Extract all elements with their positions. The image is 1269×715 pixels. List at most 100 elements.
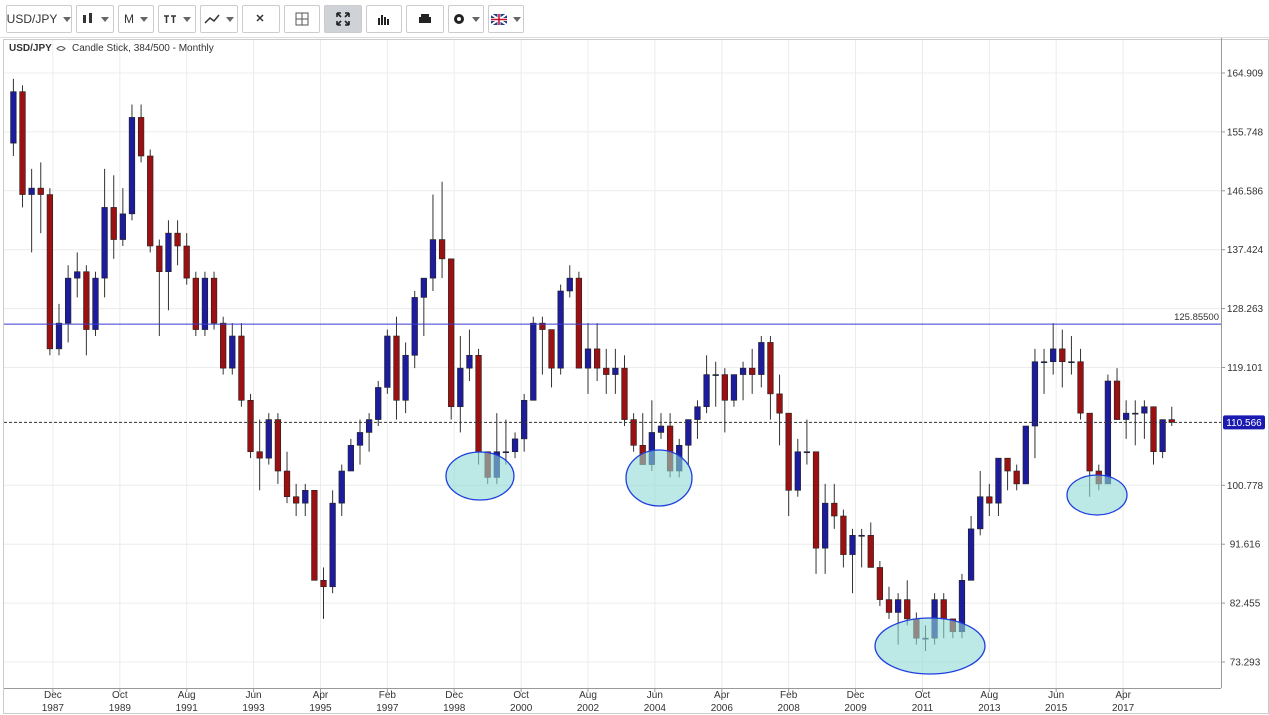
candle-body <box>530 322 537 401</box>
candle-body <box>365 419 373 433</box>
indicators-button[interactable] <box>158 5 196 33</box>
candle-body <box>694 406 701 420</box>
x-tick-label: 2006 <box>711 703 734 714</box>
candle-body <box>712 374 719 376</box>
toolbar: USD/JPY M <box>0 0 1269 38</box>
candle-body <box>1068 361 1075 364</box>
candle-body <box>548 329 555 369</box>
candle-body <box>630 419 637 446</box>
candle-body <box>1004 457 1011 472</box>
candle-body <box>1077 361 1084 414</box>
candle-body <box>867 535 874 568</box>
candle-body <box>283 470 291 498</box>
candle-body <box>831 502 838 517</box>
x-tick-label: Aug <box>178 690 196 701</box>
y-tick-label: 128.263 <box>1227 304 1264 315</box>
candle-body <box>749 367 756 375</box>
candle-body <box>347 444 354 472</box>
candle-body <box>37 187 44 195</box>
candle-body <box>46 194 54 350</box>
candle-body <box>55 322 63 350</box>
candle-body <box>1031 361 1039 427</box>
candle-body <box>894 599 902 613</box>
candle-body <box>466 354 473 369</box>
y-tick-label: 100.778 <box>1227 481 1264 492</box>
candle-body <box>566 277 573 292</box>
candle-body <box>375 387 382 420</box>
candle-body <box>128 117 136 215</box>
candle-body <box>393 335 400 401</box>
x-tick-label: 2004 <box>644 703 667 714</box>
crosshair-button[interactable] <box>284 5 320 33</box>
candle-body <box>612 367 619 375</box>
candle-body <box>1132 412 1139 415</box>
x-tick-label: Jun <box>245 690 261 701</box>
candle-body <box>1013 470 1020 485</box>
x-tick-label: 2011 <box>912 703 934 714</box>
chart-type-button[interactable] <box>76 5 114 33</box>
language-button[interactable] <box>488 5 524 33</box>
current-price-badge <box>1223 415 1265 430</box>
x-tick-label: Oct <box>915 690 931 701</box>
y-tick-label: 91.616 <box>1230 540 1261 551</box>
candle-body <box>1059 348 1066 363</box>
candle-body <box>183 245 190 279</box>
interval-select[interactable]: M <box>118 5 154 33</box>
candle-body <box>849 535 856 555</box>
candle-body <box>475 354 482 453</box>
current-price-label: 110.566 <box>1226 418 1262 429</box>
x-tick-label: Dec <box>847 690 865 701</box>
clear-button[interactable] <box>242 5 280 33</box>
candle-body <box>101 207 108 279</box>
volume-button[interactable] <box>366 5 402 33</box>
candle-body <box>192 277 199 330</box>
y-tick-label: 155.748 <box>1227 127 1264 138</box>
print-button[interactable] <box>406 5 444 33</box>
candle-body <box>822 502 829 549</box>
candle-body <box>83 271 90 330</box>
reference-label: 125.85500 <box>1174 312 1219 323</box>
y-tick-label: 146.586 <box>1227 186 1264 197</box>
candle-body <box>220 322 227 369</box>
candle-body <box>1123 412 1130 420</box>
x-tick-label: Feb <box>379 690 397 701</box>
candle-body <box>739 367 747 375</box>
candle-body <box>977 496 984 530</box>
candle-body <box>64 277 72 324</box>
candle-body <box>338 470 345 504</box>
x-tick-label: 1997 <box>376 703 399 714</box>
candle-body <box>92 277 99 330</box>
candle-body <box>457 367 464 408</box>
x-tick-label: 2017 <box>1112 703 1135 714</box>
symbol-select[interactable]: USD/JPY <box>6 5 72 33</box>
candle-body <box>1159 419 1166 453</box>
x-tick-label: 1991 <box>176 703 199 714</box>
x-tick-label: Feb <box>780 690 798 701</box>
annotation-ellipse <box>445 451 515 501</box>
candle-body <box>794 451 801 491</box>
candle-body <box>995 457 1002 504</box>
fullscreen-button[interactable] <box>324 5 362 33</box>
candle-body <box>119 213 126 240</box>
interval-text: M <box>124 12 134 26</box>
x-tick-label: 2000 <box>510 703 533 714</box>
x-tick-label: Dec <box>44 690 62 701</box>
candle-body <box>438 239 446 260</box>
x-tick-label: Aug <box>579 690 597 701</box>
candle-body <box>10 91 17 144</box>
x-tick-label: 2015 <box>1045 703 1068 714</box>
candle-body <box>320 580 327 588</box>
candle-body <box>329 502 336 588</box>
candle-body <box>28 187 35 195</box>
x-tick-label: Oct <box>513 690 529 701</box>
drawing-button[interactable] <box>200 5 238 33</box>
eye-icon <box>56 46 66 51</box>
candle-body <box>1141 406 1148 414</box>
candle-body <box>229 335 236 369</box>
symbol-text: USD/JPY <box>6 12 58 26</box>
candle-body <box>1022 425 1029 485</box>
candle-body <box>557 290 564 369</box>
y-tick-label: 164.909 <box>1227 68 1264 79</box>
settings-button[interactable] <box>448 5 484 33</box>
annotation-ellipse <box>1066 474 1128 516</box>
